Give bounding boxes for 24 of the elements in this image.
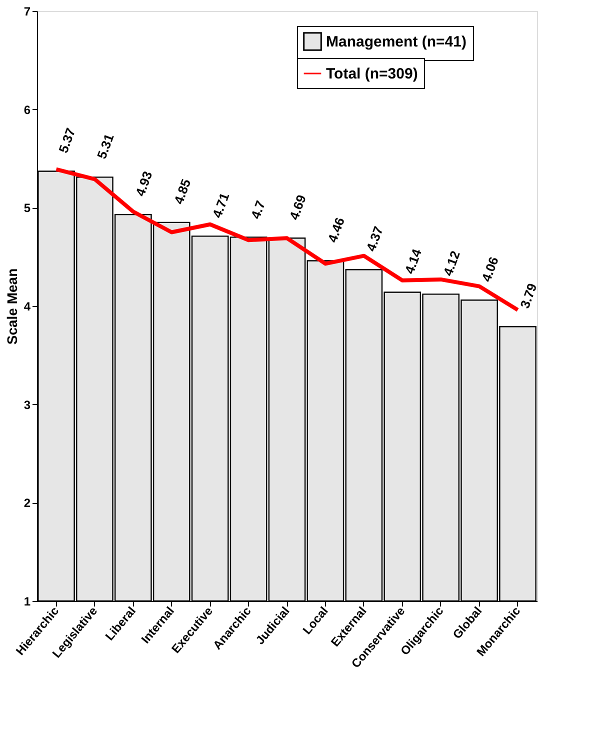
y-tick-label: 5 (24, 201, 31, 216)
data-label: 4.37 (363, 224, 386, 254)
data-label: 4.85 (170, 177, 194, 206)
y-tick-label: 2 (24, 496, 31, 510)
y-tick-label: 1 (24, 594, 31, 608)
y-tick-label: 6 (24, 102, 31, 117)
data-label: 4.69 (286, 192, 310, 222)
data-label: 4.14 (402, 246, 425, 276)
line-series (54, 167, 520, 312)
data-label: 4.06 (478, 254, 502, 284)
data-label: 5.31 (94, 132, 117, 161)
y-axis-title: Scale Mean (4, 268, 20, 345)
data-label: 4.12 (440, 248, 463, 278)
data-label: 4.46 (324, 215, 348, 244)
y-tick-label: 7 (24, 4, 31, 18)
legend-label: Total (n=309) (326, 66, 418, 82)
y-tick-label: 3 (24, 398, 31, 412)
data-label: 4.71 (209, 190, 232, 220)
data-label: 3.79 (517, 281, 540, 310)
legend-label: Management (n=41) (326, 34, 466, 50)
data-label: 5.37 (56, 126, 78, 155)
data-label: 4.7 (248, 198, 268, 221)
y-tick-label: 4 (24, 300, 31, 314)
data-label: 4.93 (132, 169, 156, 198)
